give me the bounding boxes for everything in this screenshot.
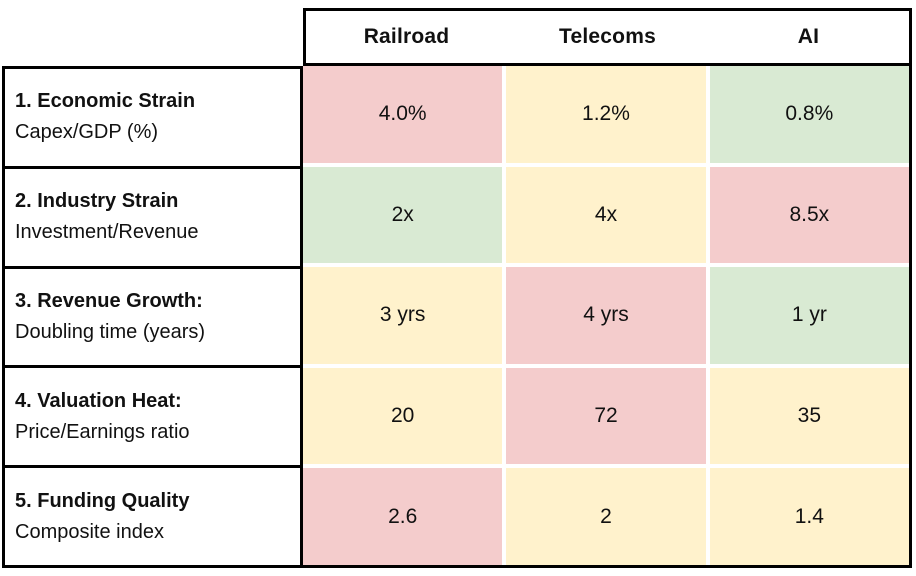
row-subtitle: Doubling time (years) (15, 320, 206, 343)
row-title: 3. Revenue Growth: (15, 289, 203, 312)
table-cell: 1.2% (506, 66, 706, 163)
row-subtitle: Price/Earnings ratio (15, 420, 190, 443)
table-cell: 20 (303, 367, 503, 465)
table-cell: 0.8% (709, 66, 909, 163)
table-cell: 2.6 (303, 468, 503, 565)
row-title: 2. Industry Strain (15, 190, 179, 213)
row-title: 1. Economic Strain (15, 90, 196, 113)
table-cell: 3 yrs (303, 267, 503, 364)
column-header-railroad: Railroad (363, 25, 450, 48)
row-label-economic-strain: 1. Economic Strain Capex/GDP (%) (5, 69, 300, 169)
row-label-valuation-heat: 4. Valuation Heat: Price/Earnings ratio (5, 368, 300, 469)
table-cell: 4 yrs (506, 267, 706, 364)
column-header-ai: AI (797, 25, 820, 48)
table-cell: 8.5x (709, 166, 909, 264)
heatmap-grid: 4.0% 1.2% 0.8% 2x 4x 8.5x 3 yrs 4 yrs 1 … (303, 66, 912, 568)
table-cell: 72 (506, 367, 706, 465)
table-cell: 4.0% (303, 66, 503, 163)
row-subtitle: Capex/GDP (%) (15, 121, 159, 144)
row-label-industry-strain: 2. Industry Strain Investment/Revenue (5, 169, 300, 269)
row-label-column: 1. Economic Strain Capex/GDP (%) 2. Indu… (2, 66, 303, 568)
table-cell: 2x (303, 166, 503, 264)
row-subtitle: Composite index (15, 520, 164, 543)
row-title: 4. Valuation Heat: (15, 389, 182, 412)
row-label-funding-quality: 5. Funding Quality Composite index (5, 468, 300, 565)
table-header-row: Railroad Telecoms AI (303, 8, 912, 66)
row-subtitle: Investment/Revenue (15, 221, 199, 244)
column-header-telecoms: Telecoms (559, 25, 656, 48)
table-cell: 35 (709, 367, 909, 465)
table-cell: 1 yr (709, 267, 909, 364)
table-cell: 4x (506, 166, 706, 264)
table-cell: 2 (506, 468, 706, 565)
row-title: 5. Funding Quality (15, 489, 190, 512)
row-label-revenue-growth: 3. Revenue Growth: Doubling time (years) (5, 269, 300, 369)
table-cell: 1.4 (709, 468, 909, 565)
